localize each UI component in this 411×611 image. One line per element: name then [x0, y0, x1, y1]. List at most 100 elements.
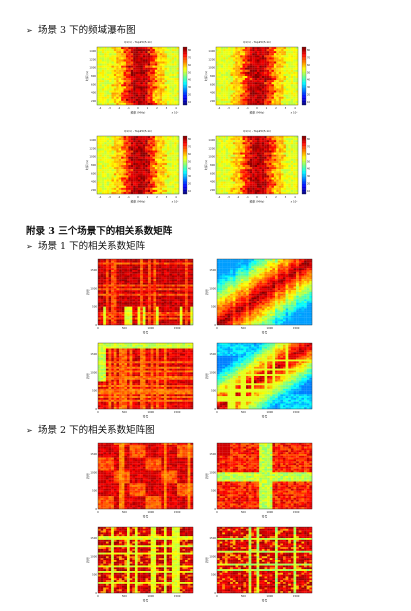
waterfall-cell	[228, 100, 231, 104]
waterfall-ytick: 400	[91, 180, 96, 184]
waterfall-cell	[159, 96, 163, 99]
waterfall-cell	[123, 173, 127, 176]
waterfall-cell	[157, 185, 160, 188]
waterfall-cell	[133, 73, 136, 77]
corr-cell	[153, 260, 157, 263]
waterfall-cell	[244, 177, 248, 180]
waterfall-cell	[97, 59, 100, 62]
waterfall-cell	[276, 154, 279, 157]
waterfall-cell	[285, 67, 289, 70]
waterfall-cell	[290, 55, 294, 58]
waterfall-cell	[216, 94, 219, 97]
waterfall-cell	[252, 73, 255, 77]
waterfall-cell	[157, 49, 160, 52]
waterfall-cell	[128, 181, 131, 184]
corr-cell	[132, 301, 136, 304]
waterfall-cell	[138, 90, 141, 93]
corr-cell	[169, 270, 172, 272]
waterfall-cell	[252, 65, 255, 68]
corr-cell	[113, 286, 117, 289]
waterfall-cell	[159, 69, 163, 72]
waterfall-cell	[261, 84, 265, 87]
waterfall-cell	[266, 175, 270, 178]
waterfall-cell	[216, 138, 219, 141]
corr-cell	[140, 271, 143, 274]
waterfall-cell	[152, 51, 155, 54]
corr-cell	[169, 264, 172, 267]
waterfall-cell	[174, 69, 177, 72]
corr-cell	[190, 295, 194, 298]
corr-cell	[166, 273, 170, 276]
waterfall-cell	[162, 183, 165, 186]
waterfall-cell	[169, 61, 172, 64]
waterfall-cell	[150, 167, 153, 170]
waterfall-cell	[164, 146, 168, 149]
waterfall-cell	[218, 156, 221, 159]
waterfall-cell	[159, 78, 163, 81]
waterfall-cell	[235, 173, 238, 176]
waterfall-cell	[111, 183, 114, 186]
waterfall-cell	[104, 65, 107, 68]
waterfall-cell	[281, 189, 284, 193]
corr-cell	[163, 281, 167, 283]
waterfall-cell	[111, 51, 114, 54]
corr-cell	[142, 281, 146, 283]
waterfall-cell	[157, 142, 160, 145]
waterfall-cell	[252, 156, 255, 159]
waterfall-cell	[166, 96, 170, 99]
waterfall-cell	[281, 160, 284, 164]
waterfall-cell	[121, 63, 124, 66]
corr-cell	[145, 290, 149, 293]
corr-cell	[98, 292, 101, 294]
waterfall-cell	[154, 49, 158, 52]
waterfall-cell	[254, 82, 258, 85]
waterfall-cell	[169, 100, 172, 104]
corr-cell	[166, 284, 170, 287]
corr-cell	[132, 259, 136, 261]
corr-cell	[121, 260, 125, 263]
waterfall-cell	[118, 55, 122, 58]
waterfall-cell	[106, 67, 110, 70]
colorbar-cell	[183, 143, 187, 145]
corr-cell	[156, 262, 159, 265]
waterfall-cell	[225, 187, 229, 190]
waterfall-cell	[152, 69, 155, 72]
waterfall-cell	[295, 136, 299, 139]
waterfall-cell	[223, 185, 226, 188]
waterfall-cell	[104, 187, 107, 190]
corr-cell	[182, 279, 186, 282]
waterfall-cell	[283, 94, 287, 97]
corr-cell	[105, 271, 109, 274]
waterfall-cell	[138, 158, 141, 161]
corr-cell	[127, 293, 130, 296]
waterfall-cell	[293, 150, 296, 153]
waterfall-cell	[244, 160, 248, 164]
waterfall-cell	[174, 59, 177, 62]
colorbar-tick: 30	[188, 86, 192, 89]
waterfall-cell	[109, 165, 112, 168]
waterfall-cell	[104, 96, 107, 99]
waterfall-cell	[242, 187, 246, 190]
corr-cell	[142, 271, 146, 274]
waterfall-cell	[109, 100, 112, 104]
waterfall-cell	[150, 181, 153, 184]
waterfall-cell	[290, 187, 294, 190]
waterfall-cell	[295, 173, 299, 176]
waterfall-ytick: 1200	[89, 57, 96, 61]
waterfall-cell	[242, 47, 246, 50]
waterfall-cell	[113, 171, 117, 174]
waterfall-cell	[273, 98, 277, 101]
waterfall-cell	[116, 84, 119, 87]
waterfall-cell	[123, 53, 127, 56]
waterfall-cell	[97, 177, 100, 180]
waterfall-cell	[285, 82, 289, 85]
waterfall-cell	[154, 158, 158, 161]
waterfall-cell	[142, 154, 146, 157]
waterfall-cell	[145, 148, 148, 151]
waterfall-cell	[249, 53, 253, 56]
waterfall-cell	[101, 59, 105, 62]
waterfall-cell	[113, 73, 117, 77]
waterfall-cell	[157, 181, 160, 184]
waterfall-cell	[121, 152, 124, 155]
waterfall-cell	[232, 100, 236, 104]
